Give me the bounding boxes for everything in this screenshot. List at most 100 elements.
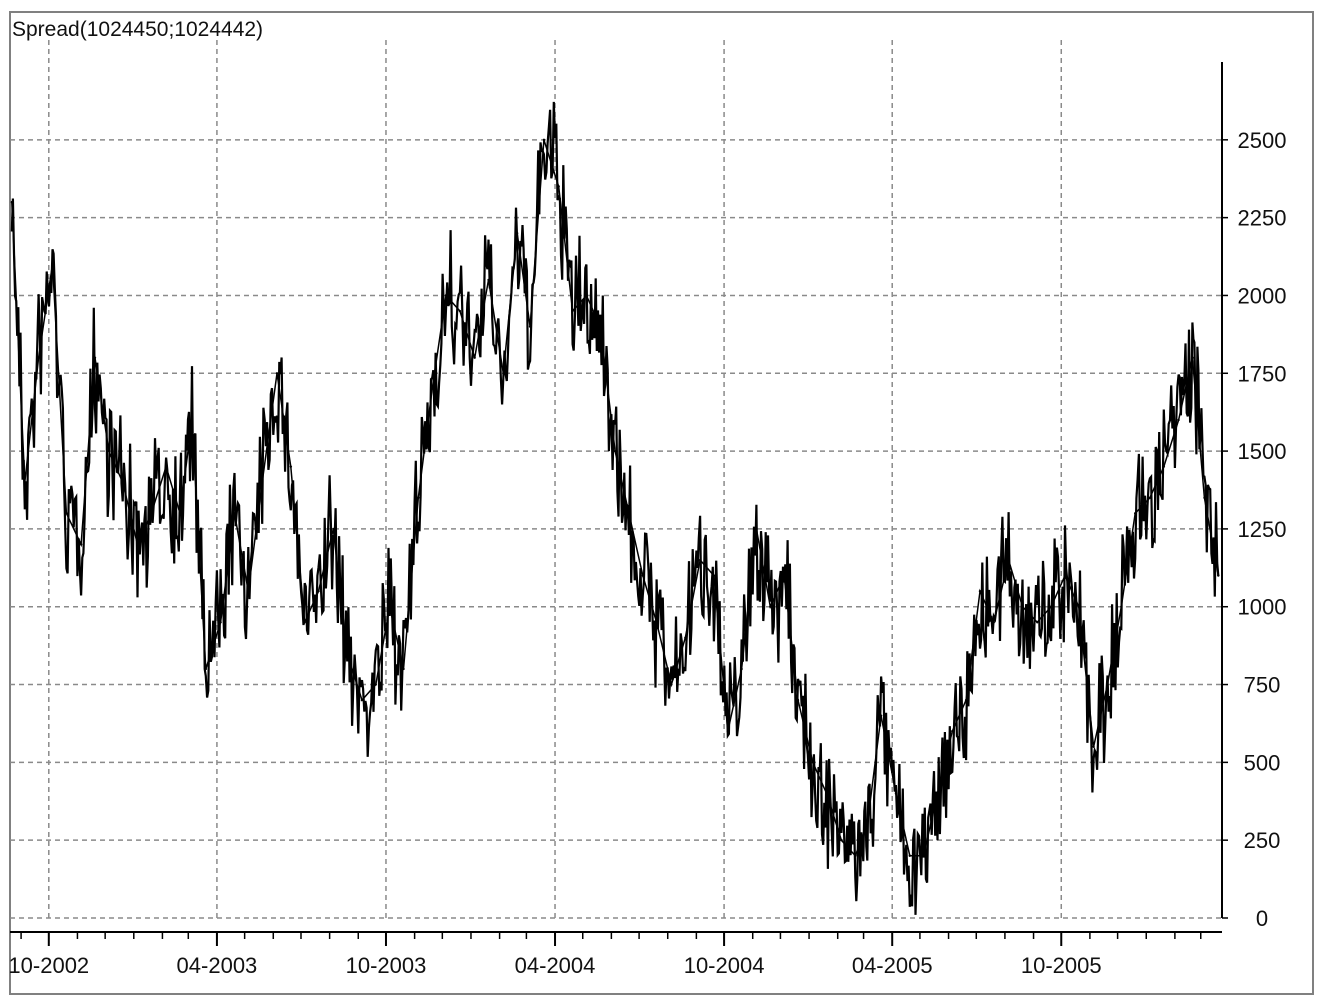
x-tick-label: 10-2002 xyxy=(8,953,89,978)
data-point xyxy=(1021,605,1024,608)
data-point xyxy=(1049,605,1053,608)
data-point xyxy=(1092,745,1095,748)
data-point xyxy=(275,372,279,375)
data-point xyxy=(1217,574,1220,577)
y-axis: 0 250 500 750 1000 1250 1500 1750 2000 2250 2500 xyxy=(1221,62,1287,931)
x-tick-label: 10-2004 xyxy=(684,953,765,978)
data-point xyxy=(1063,574,1067,577)
data-point xyxy=(204,667,208,671)
data-point xyxy=(233,512,236,515)
x-tick-label: 10-2003 xyxy=(346,953,427,978)
y-tick-label: 250 xyxy=(1244,828,1281,853)
data-point xyxy=(79,543,83,546)
data-point xyxy=(150,512,153,515)
data-point xyxy=(247,589,250,593)
data-point xyxy=(1203,496,1206,499)
data-point xyxy=(964,698,968,702)
x-tick-label: 04-2004 xyxy=(515,953,596,978)
x-tick-label: 04-2003 xyxy=(177,953,258,978)
y-tick-label: 1000 xyxy=(1238,595,1287,620)
data-point xyxy=(23,481,26,484)
y-tick-label: 750 xyxy=(1244,673,1281,698)
data-point xyxy=(303,621,306,624)
data-point xyxy=(641,574,644,577)
y-tick-label: 0 xyxy=(1256,906,1268,931)
data-point xyxy=(528,325,532,328)
data-point xyxy=(65,512,68,515)
data-point xyxy=(992,621,996,624)
y-tick-label: 500 xyxy=(1244,750,1281,775)
data-point xyxy=(866,823,869,826)
data-point xyxy=(1162,465,1166,468)
y-tick-label: 2250 xyxy=(1238,206,1287,231)
y-tick-label: 2500 xyxy=(1238,128,1287,153)
data-point xyxy=(1036,621,1039,624)
data-point xyxy=(613,449,617,453)
data-point xyxy=(458,309,462,313)
data-point xyxy=(951,730,954,733)
data-point xyxy=(571,309,574,313)
data-point xyxy=(894,792,898,795)
data-point xyxy=(879,714,883,717)
data-point xyxy=(1077,605,1081,608)
data-point xyxy=(796,698,800,702)
data-point xyxy=(1106,683,1109,686)
data-point xyxy=(978,589,982,593)
y-tick-label: 2000 xyxy=(1238,283,1287,308)
x-axis: 10-2002 04-2003 10-2003 04-2004 10-2004 04-20… xyxy=(8,931,1222,978)
data-point xyxy=(726,730,729,733)
data-point xyxy=(655,621,658,624)
data-point xyxy=(1177,418,1180,422)
y-tick-label: 1750 xyxy=(1238,361,1287,386)
data-point xyxy=(473,356,476,359)
data-point xyxy=(93,356,97,359)
data-point xyxy=(402,667,405,671)
data-point xyxy=(922,854,925,857)
x-tick-label: 10-2005 xyxy=(1021,953,1102,978)
data-point xyxy=(1133,512,1137,515)
data-point xyxy=(37,356,40,359)
data-point xyxy=(219,621,222,624)
data-point xyxy=(430,387,434,391)
data-point xyxy=(755,527,758,531)
data-point xyxy=(10,200,14,204)
plot-frame xyxy=(9,11,1314,995)
data-point xyxy=(121,481,124,484)
data-point xyxy=(585,294,588,297)
data-point xyxy=(345,652,349,655)
data-point xyxy=(557,185,560,188)
data-point xyxy=(712,574,716,577)
data-point xyxy=(1120,605,1123,608)
data-point xyxy=(599,325,602,328)
data-point xyxy=(670,683,673,686)
data-point xyxy=(740,667,743,671)
data-point xyxy=(260,481,264,484)
data-point xyxy=(289,465,293,468)
data-point xyxy=(684,636,687,640)
data-point xyxy=(908,854,911,857)
x-tick-label: 04-2005 xyxy=(852,953,933,978)
data-point xyxy=(444,294,448,297)
data-point xyxy=(840,838,843,842)
data-point xyxy=(164,465,168,468)
data-point xyxy=(317,589,320,593)
data-point xyxy=(332,527,335,531)
data-point xyxy=(769,605,772,608)
data-point xyxy=(627,512,631,515)
data-point xyxy=(360,698,364,702)
y-tick-label: 1250 xyxy=(1238,517,1287,542)
data-point xyxy=(1191,356,1194,359)
series-group xyxy=(10,101,1220,915)
series-trace xyxy=(10,101,1220,915)
data-point xyxy=(417,496,420,499)
data-point xyxy=(178,512,182,515)
data-point xyxy=(502,372,505,375)
data-point xyxy=(107,449,111,453)
data-point xyxy=(388,605,391,608)
data-point xyxy=(1148,496,1152,499)
data-point xyxy=(542,138,546,142)
data-point xyxy=(825,792,828,795)
data-point xyxy=(515,232,519,235)
data-point xyxy=(698,558,702,562)
